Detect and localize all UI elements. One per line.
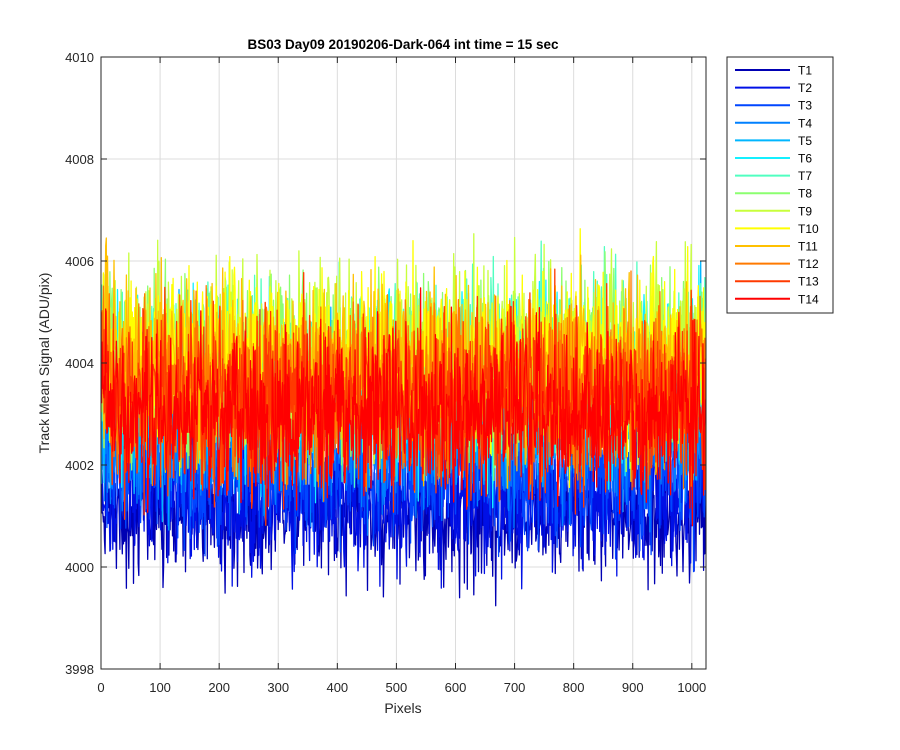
y-tick-label: 4006 — [65, 254, 94, 269]
y-tick-label: 4004 — [65, 356, 94, 371]
series-layer — [101, 228, 706, 607]
series-line-t10 — [101, 228, 706, 489]
y-tick-label: 4010 — [65, 50, 94, 65]
y-axis-label: Track Mean Signal (ADU/pix) — [36, 273, 52, 454]
series-line-t14 — [101, 287, 706, 527]
x-tick-label: 100 — [149, 680, 171, 695]
x-tick-label: 400 — [326, 680, 348, 695]
legend-label-t4: T4 — [798, 116, 812, 130]
ticks: 0 100 200 300 400 500 600 700 800 900 1000 3998 4000… — [65, 50, 706, 695]
legend: T1 T2 T3 T4 T5 T6 T7 T8 T9 T10 T11 T12 T13 T14 — [726, 56, 834, 314]
legend-label-t8: T8 — [798, 187, 812, 201]
x-axis-label: Pixels — [384, 700, 421, 716]
y-tick-label: 4008 — [65, 152, 94, 167]
legend-label-t3: T3 — [798, 99, 812, 113]
x-tick-label: 800 — [563, 680, 585, 695]
chart-title: BS03 Day09 20190206-Dark-064 int time = … — [247, 37, 559, 52]
y-tick-label: 3998 — [65, 662, 94, 677]
x-tick-label: 200 — [208, 680, 230, 695]
legend-label-t10: T10 — [798, 222, 819, 236]
legend-label-t13: T13 — [798, 275, 819, 289]
y-tick-label: 4000 — [65, 560, 94, 575]
y-tick-label: 4002 — [65, 458, 94, 473]
legend-label-t14: T14 — [798, 292, 819, 306]
legend-label-t11: T11 — [798, 240, 818, 254]
legend-label-t5: T5 — [798, 134, 812, 148]
legend-label-t2: T2 — [798, 81, 812, 95]
x-tick-label: 600 — [445, 680, 467, 695]
x-tick-label: 0 — [97, 680, 104, 695]
x-tick-label: 700 — [504, 680, 526, 695]
legend-label-t12: T12 — [798, 257, 819, 271]
x-tick-label: 1000 — [677, 680, 706, 695]
legend-label-t7: T7 — [798, 169, 812, 183]
legend-box — [726, 56, 834, 314]
x-tick-label: 900 — [622, 680, 644, 695]
x-tick-label: 500 — [386, 680, 408, 695]
legend-label-t6: T6 — [798, 152, 812, 166]
legend-label-t9: T9 — [798, 204, 812, 218]
x-tick-label: 300 — [267, 680, 289, 695]
legend-label-t1: T1 — [798, 64, 812, 78]
